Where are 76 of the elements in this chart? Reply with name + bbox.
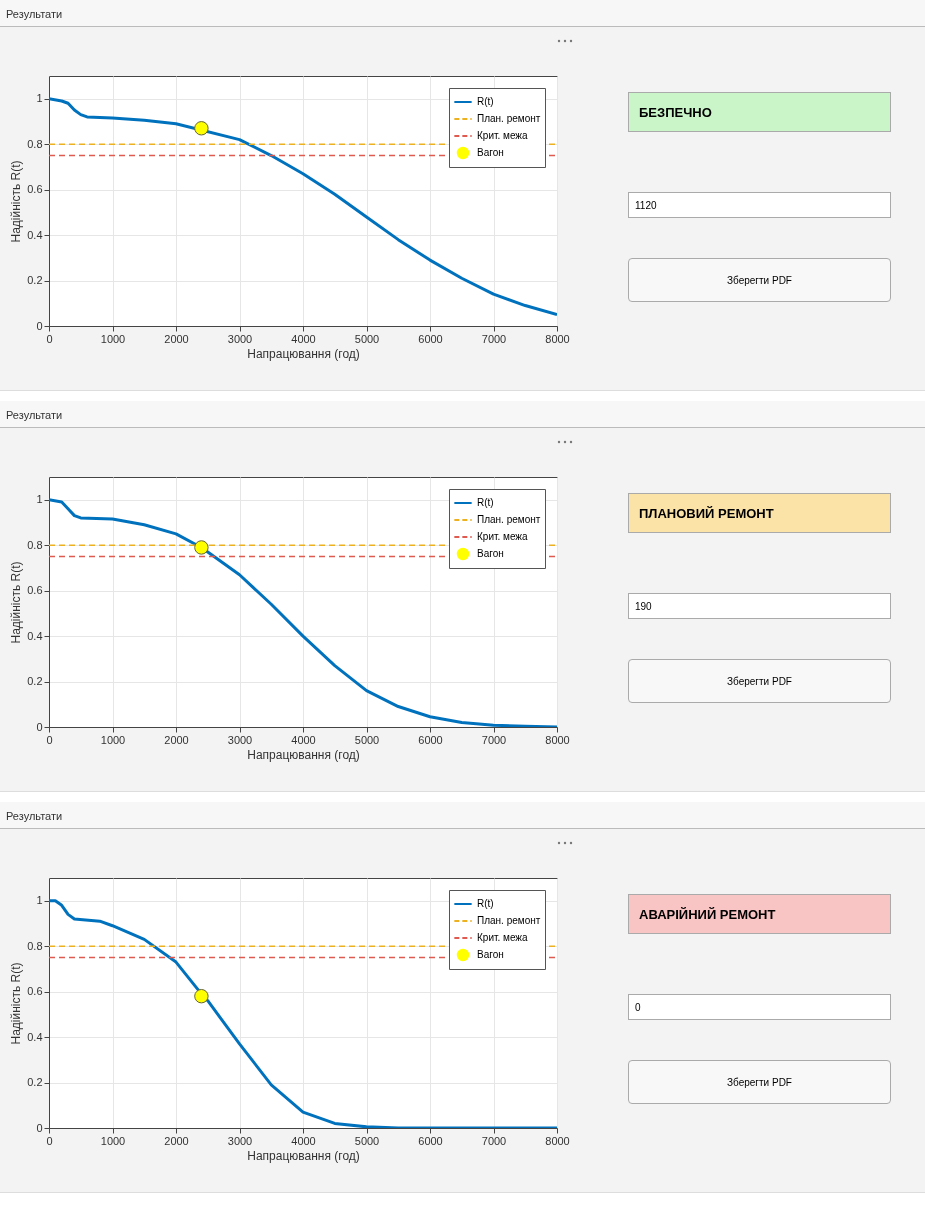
x-tick-label: 2000 <box>164 332 189 345</box>
x-tick-label: 5000 <box>354 332 380 345</box>
y-tick-label: 1 <box>36 894 43 907</box>
legend-label: План. ремонт <box>477 113 541 124</box>
y-tick-label: 0.2 <box>27 675 43 688</box>
legend-label: Вагон <box>477 949 504 960</box>
x-tick-label: 4000 <box>291 332 316 345</box>
x-tick-label: 0 <box>46 1134 53 1147</box>
x-tick-label: 4000 <box>291 733 316 746</box>
text: Зберегти PDF <box>628 1060 891 1104</box>
legend-label: План. ремонт <box>477 514 541 525</box>
x-tick-label: 5000 <box>354 1134 380 1147</box>
y-tick-label: 0.4 <box>27 228 43 241</box>
legend-label: Крит. межа <box>477 932 529 943</box>
x-tick-label: 3000 <box>227 733 253 746</box>
x-tick-label: 3000 <box>227 332 253 345</box>
x-tick-label: 7000 <box>481 733 507 746</box>
y-tick-label: 0.6 <box>27 183 43 196</box>
y-tick-label: 0.4 <box>27 629 43 642</box>
x-tick-label: 8000 <box>545 1134 570 1147</box>
x-tick-label: 8000 <box>545 733 570 746</box>
x-tick-label: 1000 <box>100 1134 126 1147</box>
y-tick-label: 0.4 <box>27 1030 43 1043</box>
x-tick-label: 1000 <box>100 332 126 345</box>
text: Зберегти PDF <box>628 258 891 302</box>
x-axis-title: Напрацювання (год) <box>247 747 360 762</box>
x-tick-label: 0 <box>46 332 53 345</box>
legend-label: R(t) <box>477 898 494 909</box>
y-tick-label: 0.6 <box>27 985 43 998</box>
y-tick-label: 0 <box>36 319 43 332</box>
legend-label: Крит. межа <box>477 531 529 542</box>
x-tick-label: 4000 <box>291 1134 316 1147</box>
text: Зберегти PDF <box>628 659 891 703</box>
y-tick-label: 0.2 <box>27 274 43 287</box>
x-tick-label: 6000 <box>418 1134 443 1147</box>
y-tick-label: 0.8 <box>27 137 43 150</box>
x-axis-title: Напрацювання (год) <box>247 346 360 361</box>
x-tick-label: 8000 <box>545 332 570 345</box>
x-tick-label: 6000 <box>418 332 443 345</box>
x-axis-title: Напрацювання (год) <box>247 1148 360 1163</box>
x-tick-label: 7000 <box>481 332 507 345</box>
x-tick-label: 2000 <box>164 733 189 746</box>
y-tick-label: 0 <box>36 1121 43 1134</box>
y-tick-label: 1 <box>36 92 43 105</box>
y-tick-label: 0.6 <box>27 584 43 597</box>
y-axis-title: Надійність R(t) <box>9 160 24 243</box>
x-tick-label: 0 <box>46 733 53 746</box>
chart-title: Результати <box>0 802 925 829</box>
line-series <box>49 97 557 317</box>
text: БЕЗПЕЧНО <box>628 92 891 132</box>
legend-label: R(t) <box>477 497 494 508</box>
y-tick-label: 1 <box>36 493 43 506</box>
x-tick-label: 3000 <box>227 1134 253 1147</box>
legend-label: R(t) <box>477 96 494 107</box>
legend-label: Вагон <box>477 548 504 559</box>
text: 0 <box>628 994 891 1020</box>
x-tick-label: 2000 <box>164 1134 189 1147</box>
y-tick-label: 0.2 <box>27 1076 43 1089</box>
y-tick-label: 0.8 <box>27 538 43 551</box>
y-tick-label: 0 <box>36 720 43 733</box>
legend-label: Крит. межа <box>477 130 529 141</box>
text: АВАРІЙНИЙ РЕМОНТ <box>628 894 891 934</box>
x-tick-label: 5000 <box>354 733 380 746</box>
text: ПЛАНОВИЙ РЕМОНТ <box>628 493 891 533</box>
x-tick-label: 1000 <box>100 733 126 746</box>
chart-title: Результати <box>0 0 925 27</box>
y-axis-title: Надійність R(t) <box>9 561 24 644</box>
text: 190 <box>628 593 891 619</box>
x-tick-label: 6000 <box>418 733 443 746</box>
legend-label: Вагон <box>477 147 504 158</box>
text: 1120 <box>628 192 891 218</box>
x-tick-label: 7000 <box>481 1134 507 1147</box>
legend-label: План. ремонт <box>477 915 541 926</box>
y-tick-label: 0.8 <box>27 939 43 952</box>
y-axis-title: Надійність R(t) <box>9 962 24 1045</box>
chart-title: Результати <box>0 401 925 428</box>
